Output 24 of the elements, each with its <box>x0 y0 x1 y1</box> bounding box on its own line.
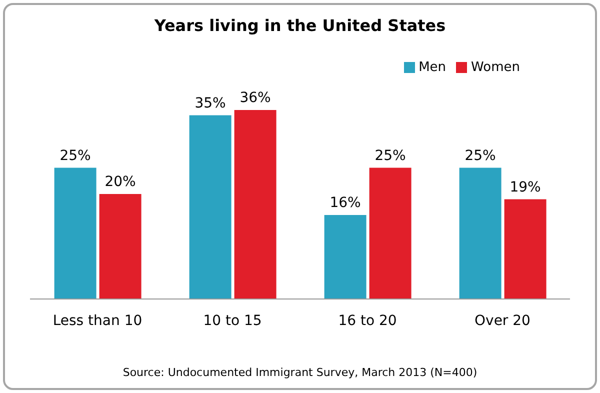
legend-label: Men <box>418 60 446 75</box>
bar <box>459 168 502 299</box>
bar <box>54 168 96 299</box>
x-tick-label: 16 to 20 <box>338 312 397 329</box>
x-tick-label: Over 20 <box>474 312 530 329</box>
bar <box>189 115 232 299</box>
data-label: 19% <box>510 179 541 196</box>
data-label: 16% <box>330 195 361 211</box>
x-tick-label: Less than 10 <box>52 312 142 329</box>
source-note: Source: Undocumented Immigrant Survey, March 2013 (N=400) <box>122 366 478 379</box>
bar <box>369 168 412 299</box>
bar <box>234 110 276 299</box>
data-label: 25% <box>60 148 91 164</box>
data-label: 20% <box>104 174 136 190</box>
chart-title: Years living in the United States <box>153 16 447 35</box>
data-label: 25% <box>374 148 406 164</box>
legend-label: Women <box>471 60 520 75</box>
bar <box>99 194 142 299</box>
data-label: 25% <box>464 148 496 164</box>
bar <box>504 199 546 299</box>
data-label: 35% <box>194 95 226 112</box>
data-label: 36% <box>240 90 271 106</box>
x-tick-label: 10 to 15 <box>203 312 262 329</box>
bar <box>324 215 366 299</box>
